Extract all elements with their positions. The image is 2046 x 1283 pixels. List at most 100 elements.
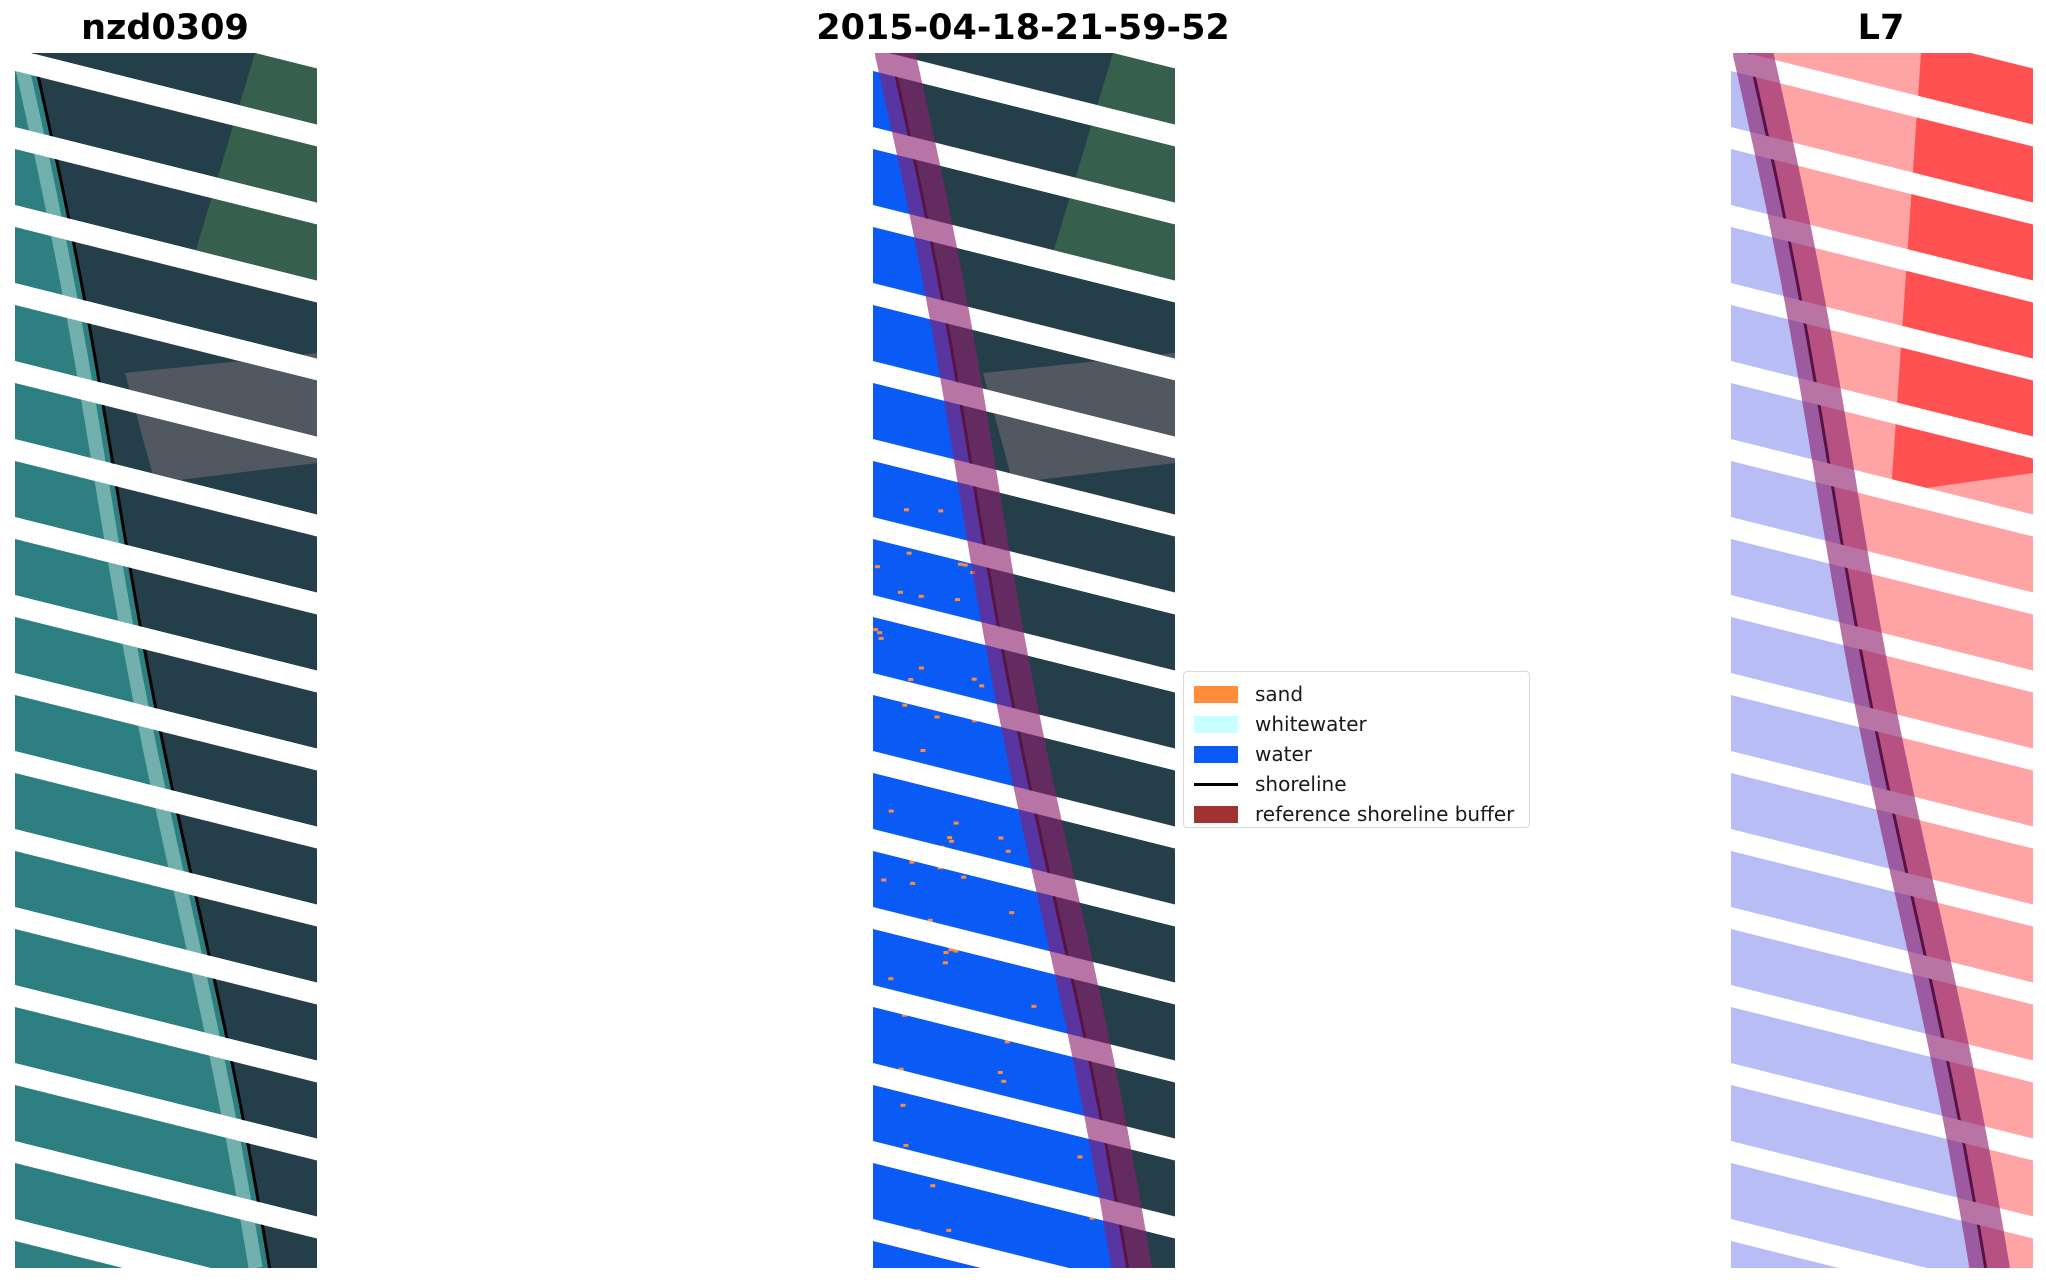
legend-item-shoreline: shoreline <box>1194 769 1519 799</box>
sand-pixel <box>878 636 884 640</box>
sand-pixel <box>1077 1155 1083 1159</box>
sand-pixel <box>886 845 892 849</box>
panel-title-rgb: nzd0309 <box>81 8 249 48</box>
sand-pixel <box>1010 1024 1015 1028</box>
buffer-swatch <box>1194 805 1238 823</box>
sand-pixel <box>888 809 894 813</box>
sand-pixel <box>937 866 943 870</box>
sand-pixel <box>1004 1040 1010 1044</box>
reference-shoreline-buffer <box>1733 53 2010 1268</box>
legend-label: whitewater <box>1255 712 1367 736</box>
sand-pixel <box>920 770 926 774</box>
field-area <box>1053 53 1175 283</box>
sand-swatch <box>1194 685 1238 703</box>
sand-pixel <box>1031 1004 1037 1008</box>
whitewater-swatch <box>1194 715 1238 733</box>
sand-pixel <box>886 521 892 525</box>
legend: sand whitewater water shoreline referenc… <box>1183 671 1530 828</box>
sand-pixel <box>1005 849 1011 853</box>
sand-pixel <box>992 1020 998 1024</box>
sand-pixel <box>1001 1079 1007 1083</box>
sand-pixel <box>948 948 954 952</box>
sand-pixel <box>971 677 977 681</box>
sand-pixel <box>998 836 1004 840</box>
sand-pixel <box>946 1228 952 1232</box>
sand-pixel <box>938 509 944 513</box>
sand-pixel <box>877 924 882 928</box>
rgb-image-panel <box>15 53 317 1268</box>
sand-pixel <box>939 845 945 849</box>
sand-pixel <box>909 860 915 864</box>
water-index-image <box>1731 53 2033 1268</box>
sand-pixel <box>1063 1207 1069 1211</box>
legend-item-reference-buffer: reference shoreline buffer <box>1194 799 1519 829</box>
sand-pixel <box>942 961 948 965</box>
legend-label: reference shoreline buffer <box>1255 802 1515 826</box>
sand-pixel <box>915 1229 921 1233</box>
sand-pixel <box>897 590 903 594</box>
reference-shoreline-buffer <box>875 53 1152 1268</box>
sand-pixel <box>906 551 912 555</box>
sand-pixel <box>902 1013 907 1017</box>
sand-pixel <box>943 951 949 954</box>
sand-pixel <box>954 928 960 932</box>
sand-pixel <box>902 703 908 707</box>
sand-pixel <box>997 1071 1003 1074</box>
panel-title-classified: 2015-04-18-21-59-52 <box>816 8 1230 48</box>
sand-pixel <box>886 1002 892 1006</box>
rgb-satellite-image <box>15 53 317 1268</box>
sand-pixel <box>900 1103 906 1107</box>
sand-pixel <box>918 594 924 598</box>
index-image-panel <box>1731 53 2033 1268</box>
sand-pixel <box>949 839 955 843</box>
sand-pixel <box>991 705 997 709</box>
sand-pixel <box>875 565 880 569</box>
sand-pixel <box>881 878 887 882</box>
sand-pixel <box>918 666 924 670</box>
sand-pixel <box>898 1067 904 1071</box>
field-area <box>195 53 317 283</box>
sand-pixel <box>930 1184 936 1188</box>
sand-pixel <box>920 749 926 752</box>
sand-pixel <box>953 821 959 825</box>
sand-pixel <box>934 715 940 719</box>
sand-pixel <box>968 708 974 712</box>
legend-label: sand <box>1255 682 1304 706</box>
sand-pixel <box>924 1013 930 1017</box>
panel-title-index: L7 <box>1857 8 1905 48</box>
shoreline-swatch <box>1194 782 1238 786</box>
legend-label: water <box>1255 742 1312 766</box>
bare-ground-area <box>125 353 317 483</box>
sand-pixel <box>888 977 894 981</box>
sand-pixel <box>979 684 985 688</box>
sand-pixel <box>953 949 959 953</box>
legend-item-water: water <box>1194 739 1519 769</box>
shoreline <box>31 53 272 1268</box>
surf-zone <box>15 53 263 1268</box>
sand-pixel <box>904 508 909 512</box>
sand-pixel <box>1089 1216 1095 1220</box>
sand-pixel <box>910 881 916 885</box>
water-swatch <box>1194 745 1238 763</box>
sand-pixel <box>956 619 962 623</box>
sand-pixel <box>927 918 933 922</box>
sand-pixel <box>947 836 953 840</box>
sand-pixel <box>955 598 960 602</box>
sand-pixel <box>910 539 916 543</box>
sand-pixel <box>1009 911 1015 915</box>
sand-pixel <box>903 1143 909 1147</box>
sand-pixel <box>877 631 883 635</box>
sand-pixel <box>962 563 968 567</box>
legend-item-whitewater: whitewater <box>1194 709 1519 739</box>
sand-pixel <box>873 628 879 632</box>
legend-label: shoreline <box>1255 772 1347 796</box>
classified-image <box>873 53 1175 1268</box>
sand-pixel <box>972 719 978 723</box>
sand-pixel <box>896 606 902 610</box>
sand-pixel <box>908 841 913 845</box>
classified-image-panel <box>873 53 1175 1268</box>
legend-item-sand: sand <box>1194 679 1519 709</box>
sand-pixel <box>961 875 967 879</box>
sand-pixel <box>908 678 914 681</box>
bare-ground-area <box>983 353 1175 483</box>
